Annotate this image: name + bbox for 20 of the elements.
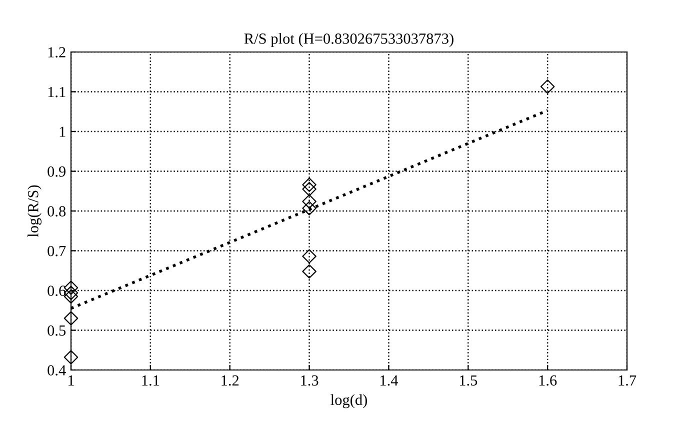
- y-tick-label: 1.2: [48, 47, 66, 58]
- y-tick-label: 0.4: [48, 365, 66, 376]
- x-axis-title: log(d): [330, 394, 367, 408]
- y-tick-label: 1: [60, 126, 66, 137]
- x-tick-label: 1: [68, 375, 74, 386]
- y-tick-label: 0.9: [48, 166, 66, 177]
- x-tick-label: 1.7: [618, 375, 636, 386]
- y-axis-title: log(R/S): [28, 185, 42, 238]
- x-tick-label: 1.5: [460, 375, 478, 386]
- x-tick-label: 1.6: [539, 375, 557, 386]
- x-tick-label: 1.3: [301, 375, 318, 386]
- y-tick-label: 0.5: [48, 325, 66, 336]
- y-tick-label: 0.6: [48, 286, 66, 296]
- x-tick-label: 1.1: [142, 375, 160, 386]
- x-tick-label: 1.2: [222, 375, 239, 386]
- chart-title: R/S plot (H=0.830267533037873): [244, 33, 454, 47]
- y-tick-label: 0.8: [48, 206, 66, 217]
- y-tick-label: 1.1: [48, 86, 66, 98]
- x-tick-label: 1.4: [380, 375, 398, 386]
- y-tick-label: 0.7: [48, 246, 66, 256]
